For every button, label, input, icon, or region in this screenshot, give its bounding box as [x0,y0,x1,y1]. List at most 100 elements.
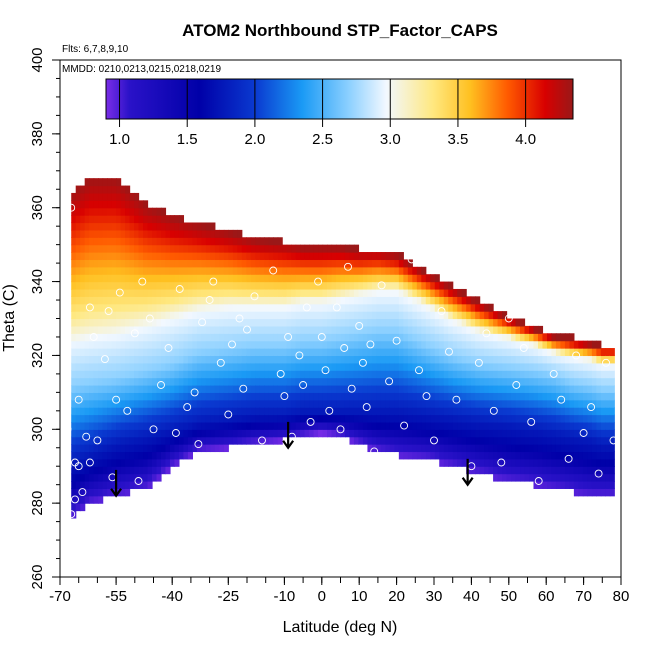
heatmap-cell [219,444,225,453]
heatmap-cell [89,355,95,364]
heatmap-cell [304,318,310,327]
heatmap-cell [111,192,117,201]
heatmap-cell [524,333,530,342]
heatmap-cell [183,274,189,283]
heatmap-cell [358,407,364,416]
heatmap-cell [430,436,436,445]
colorbar-tick-label: 2.0 [244,131,265,148]
heatmap-cell [210,318,216,327]
heatmap-cell [452,318,458,327]
heatmap-cell [93,429,99,438]
heatmap-cell [84,480,90,489]
heatmap-cell [89,362,95,371]
heatmap-cell [178,414,185,423]
heatmap-cell [398,355,404,364]
y-tick-label: 300 [29,417,46,442]
heatmap-cell [466,407,472,416]
heatmap-cell [98,414,104,423]
heatmap-cell [214,348,220,357]
heatmap-cell [434,451,440,460]
heatmap-cell [578,444,584,453]
heatmap-cell [511,377,517,386]
heatmap-cell [259,348,265,357]
heatmap-cell [174,222,180,231]
heatmap-cell [596,370,602,379]
heatmap-cell [129,392,135,401]
heatmap-cell [380,333,386,342]
heatmap-cell [111,296,117,305]
heatmap-cell [156,414,162,423]
heatmap-cell [600,458,606,467]
heatmap-cell [241,311,247,320]
heatmap-cell [407,392,413,401]
x-axis: -70 -55 -40 -25 -10 0 10 20 30 40 50 60 70 80 [49,577,629,605]
heatmap-cell [412,429,418,438]
heatmap-cell [210,355,216,364]
heatmap-cell [344,333,351,342]
heatmap-cell [389,259,395,268]
heatmap-cell [255,340,261,349]
heatmap-cell [80,222,86,231]
observation-point [239,384,248,393]
heatmap-cell [219,311,225,320]
observation-point [71,495,79,504]
heatmap-cell [192,407,198,416]
heatmap-cell [609,377,615,386]
heatmap-cell [322,281,328,290]
heatmap-cell [125,237,131,246]
heatmap-cell [434,311,440,320]
heatmap-cell [138,421,144,430]
heatmap-cell [246,333,252,342]
heatmap-cell [125,458,131,467]
heatmap-cell [344,340,351,349]
heatmap-cell [488,333,494,342]
heatmap-cell [282,288,288,297]
heatmap-cell [84,288,90,297]
heatmap-cell [125,466,131,475]
heatmap-cell [178,288,185,297]
heatmap-cell [555,407,562,416]
heatmap-cell [291,303,297,312]
heatmap-cell [484,333,490,342]
heatmap-cell [84,473,90,482]
heatmap-cell [457,325,463,334]
heatmap-cell [353,333,360,342]
y-axis-label: Theta (C) [1,284,18,352]
heatmap-cell [228,421,234,430]
heatmap-cell [210,399,216,408]
heatmap-cell [129,348,135,357]
heatmap-cell [268,348,274,357]
heatmap-cell [228,348,234,357]
heatmap-cell [506,392,512,401]
heatmap-cell [439,392,445,401]
heatmap-cell [89,429,95,438]
heatmap-cell [120,215,126,224]
heatmap-cell [75,333,81,342]
heatmap-cell [196,399,202,408]
heatmap-cell [488,458,494,467]
heatmap-cell [183,318,189,327]
heatmap-cell [542,399,548,408]
heatmap-cell [228,311,234,320]
heatmap-cell [174,407,180,416]
heatmap-cell [156,444,162,453]
heatmap-cell [250,362,256,371]
heatmap-cell [80,495,86,504]
heatmap-cell [349,414,355,423]
heatmap-cell [107,407,113,416]
heatmap-cell [138,333,144,342]
heatmap-cell [452,436,458,445]
heatmap-cell [152,451,158,460]
observation-point [557,395,566,404]
heatmap-cell [542,414,548,423]
heatmap-cell [75,444,81,453]
heatmap-cell [403,296,409,305]
heatmap-cell [277,288,283,297]
heatmap-cell [475,340,481,349]
heatmap-cell [407,303,413,312]
heatmap-cell [102,325,108,334]
heatmap-cell [255,259,261,268]
heatmap-cell [385,436,391,445]
heatmap-cell [331,392,337,401]
heatmap-cell [160,429,167,438]
